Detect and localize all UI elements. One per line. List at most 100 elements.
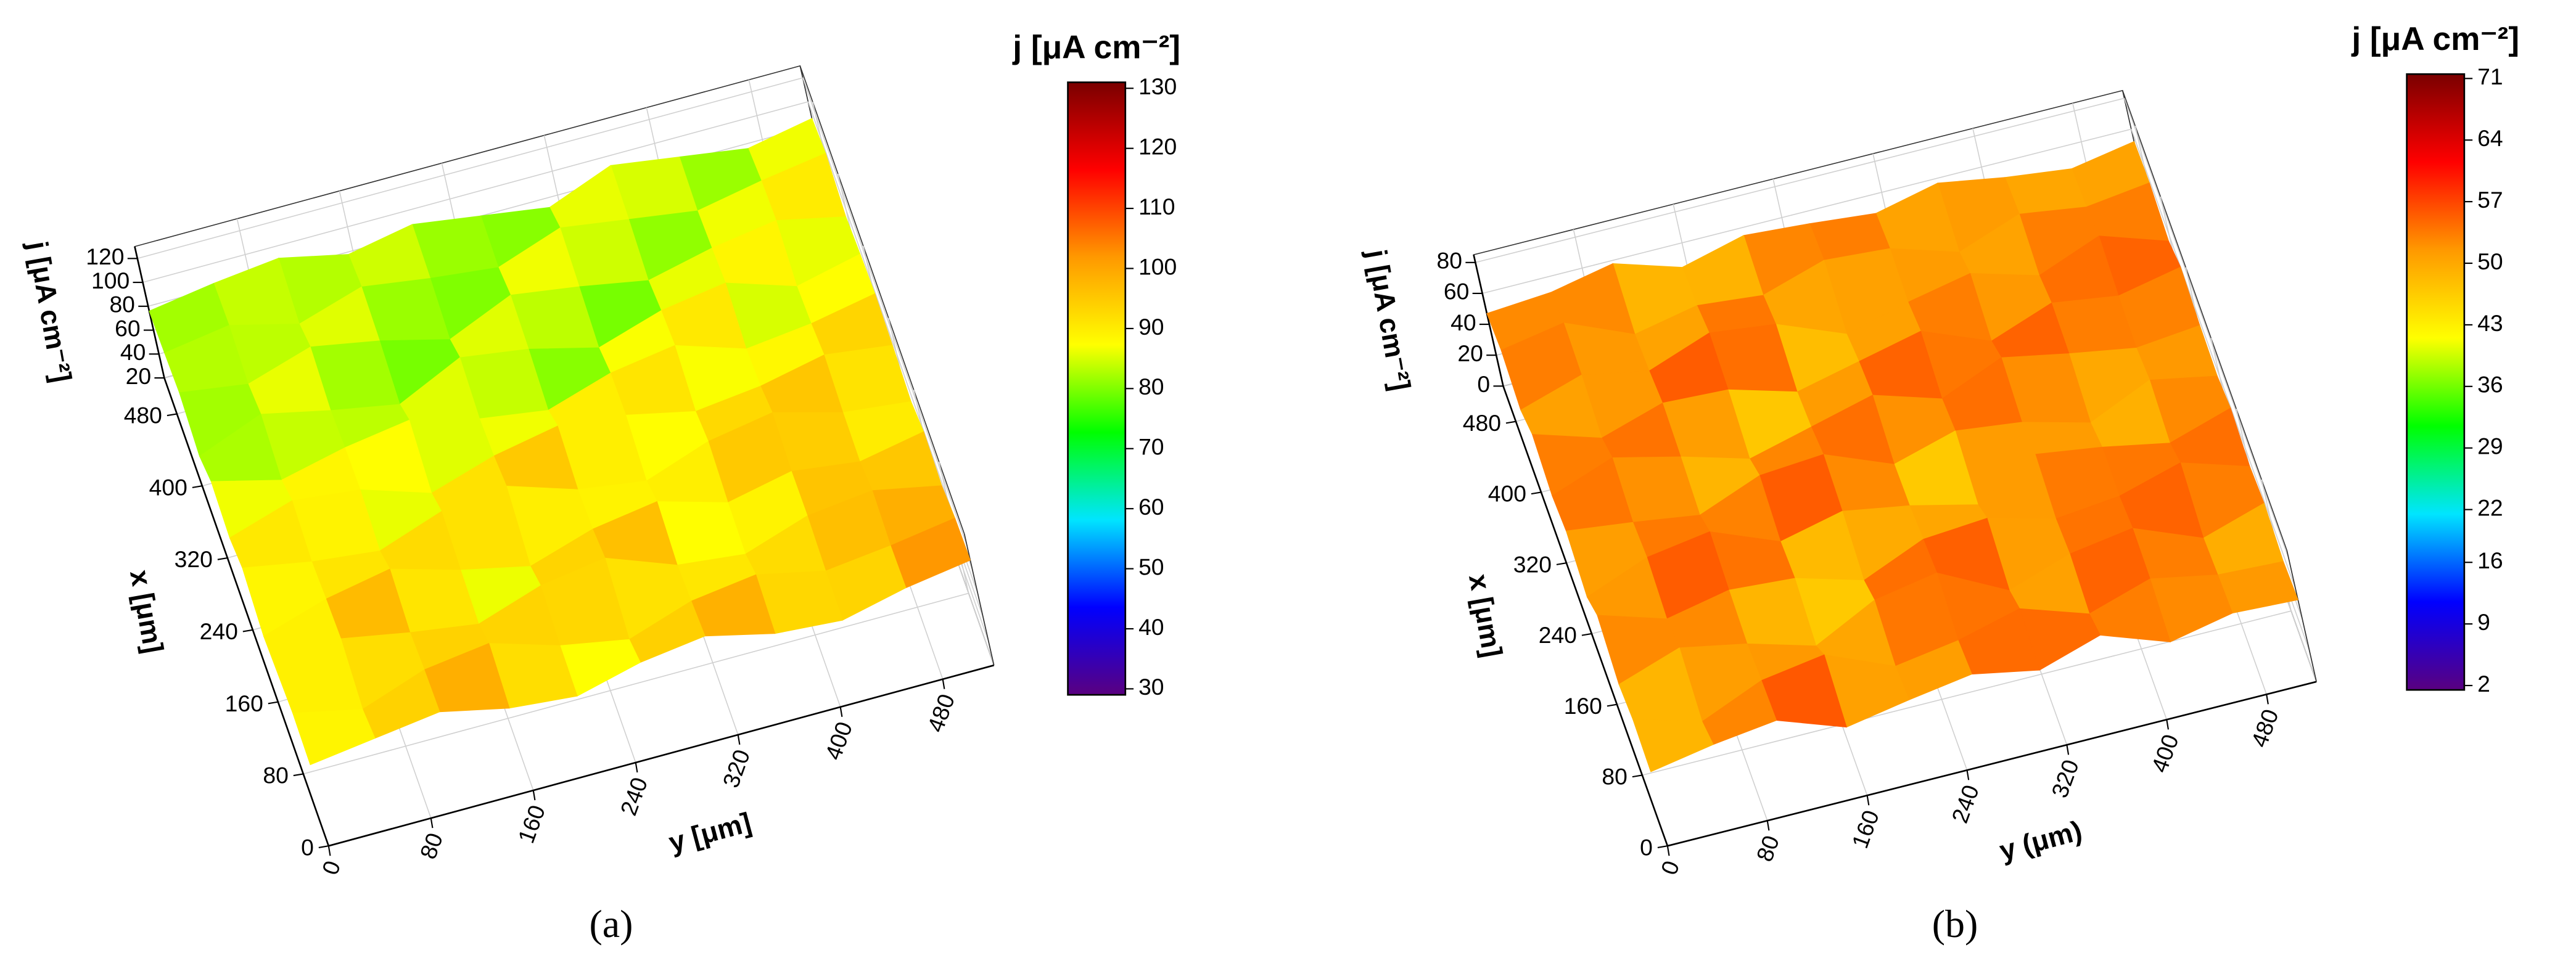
y-tick-label: 80: [415, 830, 448, 862]
x-axis-label: x [μm]: [1463, 571, 1508, 660]
colorbar: [2406, 73, 2466, 691]
tick-mark: [327, 846, 331, 856]
z-axis-label: j [μA cm⁻²]: [1360, 247, 1417, 393]
grid-line: [1642, 610, 2292, 776]
y-tick-label: 240: [615, 774, 652, 819]
colorbar-tick-label: 50: [1138, 554, 1164, 579]
panel-label: (b): [1932, 902, 1978, 946]
x-tick-label: 480: [1463, 410, 1501, 436]
x-tick-label: 240: [200, 618, 238, 644]
y-tick-label: 320: [717, 746, 755, 791]
x-tick-label: 160: [1564, 693, 1602, 719]
colorbar-tick-label: 50: [2477, 248, 2503, 274]
tick-mark: [942, 679, 945, 689]
x-axis: [1502, 385, 1669, 846]
grid-line: [303, 592, 969, 775]
colorbar-tick-label: 40: [1138, 614, 1164, 640]
tick-mark: [737, 734, 741, 745]
x-tick-label: 400: [149, 474, 187, 500]
tick-mark: [242, 629, 253, 632]
x-tick-label: 0: [1640, 834, 1653, 860]
grid-line: [802, 77, 968, 546]
tick-mark: [1607, 703, 1618, 707]
grid-line: [1482, 128, 2132, 294]
x-axis: [163, 377, 330, 846]
z-tick-label: 40: [120, 339, 146, 365]
x-tick-label: 80: [263, 763, 288, 788]
tick-mark: [167, 413, 178, 417]
grid-line: [142, 101, 809, 283]
colorbar-tick-label: 2: [2477, 671, 2490, 697]
grid-line: [2131, 129, 2297, 589]
tick-mark: [839, 706, 843, 717]
colorbar-tick-label: 22: [2477, 494, 2503, 520]
tick-mark: [1666, 846, 1670, 856]
tick-mark: [1766, 821, 1770, 831]
colorbar-tick-label: 64: [2477, 125, 2503, 151]
colorbar: [1067, 81, 1127, 696]
tick-mark: [532, 790, 536, 801]
y-tick-label: 0: [317, 858, 346, 878]
colorbar-tick-label: 43: [2477, 310, 2503, 336]
z-tick-label: 80: [1437, 248, 1462, 274]
tick-mark: [1966, 770, 1970, 780]
colorbar-tick-label: 60: [1138, 494, 1164, 520]
z-tick-label: 20: [126, 363, 151, 389]
z-tick-label: 120: [86, 244, 124, 269]
colorbar-tick-label: 80: [1138, 374, 1164, 399]
tick-mark: [430, 817, 434, 829]
x-tick-label: 320: [1513, 551, 1552, 577]
y-tick-label: 480: [922, 690, 960, 735]
tick-mark: [2266, 694, 2269, 705]
x-tick-label: 400: [1488, 481, 1526, 507]
y-axis-label: y (μm): [1996, 814, 2085, 866]
grid-line: [2123, 98, 2289, 559]
surface-patch: [1632, 719, 1714, 772]
y-tick-label: 160: [1846, 807, 1884, 852]
x-tick-label: 320: [175, 546, 213, 572]
z-tick-label: 60: [1444, 279, 1469, 305]
grid-line: [137, 77, 803, 260]
y-tick-label: 320: [2046, 756, 2084, 801]
tick-mark: [1632, 774, 1643, 778]
y-tick-label: 80: [1751, 832, 1785, 865]
colorbar-tick-label: 16: [2477, 547, 2503, 573]
box-edge: [2286, 550, 2317, 682]
colorbar-title: j [μA cm⁻²]: [1012, 29, 1180, 65]
colorbar-tick-label: 100: [1138, 253, 1177, 279]
y-tick-label: 160: [512, 801, 550, 846]
z-tick-label: 20: [1457, 340, 1483, 366]
y-tick-label: 480: [2246, 706, 2284, 751]
colorbar-tick-label: 110: [1138, 194, 1175, 219]
grid-line: [1475, 97, 2125, 263]
z-tick-label: 100: [91, 268, 130, 293]
z-axis-label: j [μA cm⁻²]: [22, 239, 78, 385]
y-axis: [328, 664, 995, 847]
tick-mark: [1866, 795, 1870, 806]
y-tick-label: 0: [1656, 858, 1685, 878]
colorbar-title: j [μA cm⁻²]: [2351, 21, 2519, 57]
tick-mark: [1581, 632, 1592, 636]
colorbar-tick-label: 90: [1138, 314, 1164, 340]
surface-patch: [292, 709, 376, 766]
tick-mark: [2066, 745, 2070, 755]
colorbar-tick-label: 120: [1138, 134, 1177, 160]
x-axis-label: x [μm]: [124, 568, 170, 656]
z-tick-label: 60: [115, 315, 140, 341]
y-tick-label: 400: [820, 718, 857, 763]
colorbar-tick-label: 130: [1138, 73, 1177, 99]
z-tick-label: 80: [109, 292, 134, 317]
colorbar-tick-label: 9: [2477, 609, 2490, 635]
colorbar-tick-label: 57: [2477, 187, 2503, 213]
tick-mark: [1505, 420, 1516, 424]
x-tick-label: 0: [301, 834, 314, 860]
tick-mark: [1657, 845, 1668, 848]
colorbar-tick-label: 30: [1138, 674, 1164, 700]
tick-mark: [192, 485, 203, 488]
x-tick-label: 240: [1539, 622, 1577, 648]
tick-mark: [217, 557, 228, 560]
x-tick-label: 480: [124, 403, 162, 428]
colorbar-tick-label: 70: [1138, 434, 1164, 460]
